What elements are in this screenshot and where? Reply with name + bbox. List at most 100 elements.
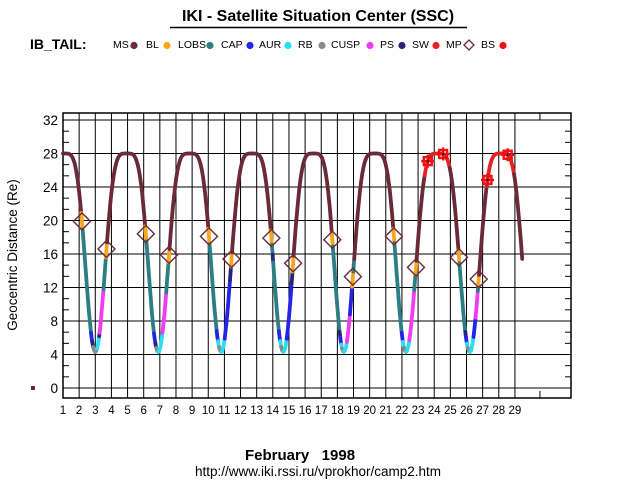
orbit-chart: 1 2 3 4 5 6 7 8 9 10 11 12 13 14 15 16 17 18 19 20 21 22 23 24 2… (31, 112, 572, 417)
dataset-label: IB_TAIL: (30, 36, 87, 52)
x-tick-label: 25 (444, 405, 457, 417)
legend-dot-icon (432, 41, 440, 50)
x-tick-label: 24 (428, 405, 441, 417)
orbit-segment-PS (289, 269, 295, 286)
orbit-segment-AUR (404, 338, 412, 354)
legend-dot-icon (284, 41, 292, 50)
y-tick-label: 4 (50, 348, 58, 363)
legend-dot-icon (206, 41, 214, 50)
legend-item-CUSP: CUSP (331, 39, 374, 51)
orbit-segment-LOBS (144, 239, 156, 336)
orbit-segment-MS (372, 151, 396, 231)
orbit-segment-MS (105, 151, 129, 245)
orbit-segment-BL (268, 228, 274, 247)
x-tick-label: 9 (189, 405, 195, 417)
legend-item-LOBS: LOBS (178, 39, 214, 51)
legend-dot-icon (318, 41, 326, 50)
orbit-segment-AUR (156, 330, 165, 354)
legend-label: RB (298, 39, 313, 51)
legend-item-CAP: CAP (221, 39, 254, 51)
legend-dot-icon (398, 41, 406, 50)
legend-label: CAP (221, 39, 243, 51)
mp-crossing-marker (136, 224, 156, 244)
x-tick-label: 1 (60, 405, 66, 417)
legend-label: BL (146, 39, 159, 51)
legend-item-BL: BL (146, 39, 171, 51)
orbit-segment-BL (290, 253, 296, 274)
mp-crossing-marker (222, 249, 242, 269)
legend-label: AUR (259, 39, 282, 51)
legend: MS BL LOBS CAP AUR RB CUSP PS SW MP BS (113, 39, 507, 51)
orbit-segment-BL (391, 226, 397, 246)
x-tick-label: 29 (509, 405, 522, 417)
x-tick-label: 28 (492, 405, 505, 417)
legend-label: MS (113, 39, 129, 51)
mp-crossing-marker (97, 239, 117, 259)
x-tick-label: 18 (331, 405, 344, 417)
mp-crossing-marker (283, 253, 303, 273)
legend-item-MP: MP (446, 39, 475, 51)
bow-shock-marker (501, 148, 515, 162)
page-title: IKI - Satellite Situation Center (SSC) (182, 8, 454, 25)
orbit-segment-MS (167, 151, 192, 251)
orbit-segment-BL (413, 258, 419, 277)
orbit-segment-MS (447, 165, 461, 253)
x-axis-labels: 1 2 3 4 5 6 7 8 9 10 11 12 13 14 15 16 17 18 19 20 21 22 23 24 2… (60, 405, 522, 417)
x-tick-label: 3 (92, 405, 98, 417)
orbit-curve (61, 151, 525, 354)
orbit-segment-CUSP (473, 288, 480, 320)
mp-crossing-marker (72, 211, 92, 231)
legend-dot-icon (163, 41, 171, 50)
legend-dot-icon (130, 41, 138, 50)
orbit-segment-LOBS (392, 241, 404, 335)
orbit-segment-BL (206, 226, 212, 246)
orbit-segment-MS (311, 151, 334, 236)
y-tick-label: 8 (50, 314, 58, 329)
orbit-segment-LOBS (330, 244, 342, 334)
legend-dot-icon (246, 41, 254, 50)
legend-dot-icon (499, 41, 507, 50)
x-tick-label: 17 (315, 405, 328, 417)
x-tick-label: 16 (299, 405, 312, 417)
orbit-segment-LOBS (271, 260, 281, 334)
y-tick-label: 28 (43, 147, 58, 162)
orbit-segment-LOBS (207, 242, 219, 333)
orbit-segment-AUR (95, 334, 102, 351)
y-tick-label: 0 (50, 381, 58, 396)
x-tick-label: 20 (363, 405, 376, 417)
mp-crossings (72, 211, 489, 289)
x-tick-label: 6 (140, 405, 146, 417)
legend-label: BS (481, 39, 495, 51)
x-tick-label: 27 (476, 405, 489, 417)
orbit-segment-MS (62, 151, 84, 215)
orbit-segment-CAP (284, 281, 294, 341)
orbit-segment-CUSP (160, 290, 169, 335)
orbit-segment-LOBS (412, 272, 418, 292)
mp-crossing-marker (322, 230, 342, 250)
orbit-segment-BL (166, 247, 172, 265)
x-tick-label: 15 (283, 405, 296, 417)
orbit-segment-BL (456, 248, 462, 266)
orbit-segment-LOBS (164, 260, 171, 295)
plot-frame (62, 112, 572, 399)
orbit-segment-BL (104, 240, 109, 260)
orbit-segment-BL (229, 250, 234, 269)
orbit-segment-MS (230, 151, 255, 255)
legend-diamond-icon (463, 39, 475, 51)
orbit-segment-AUR (281, 336, 289, 354)
x-tick-label: 7 (157, 405, 163, 417)
y-axis-title: Geocentric Distance (Re) (5, 179, 20, 331)
x-tick-label: 19 (347, 405, 360, 417)
x-tick-label: 13 (250, 405, 263, 417)
orbit-segment-MS (512, 172, 525, 261)
x-tick-label: 23 (412, 405, 425, 417)
orbit-segment-BL (143, 224, 149, 244)
orbit-segment-AUR (341, 339, 349, 354)
y-tick-label: 32 (43, 113, 58, 128)
footer-url: http://www.iki.rssi.ru/vprokhor/camp2.ht… (195, 464, 441, 479)
x-tick-label: 26 (460, 405, 473, 417)
y-tick-label: 12 (43, 281, 58, 296)
orbit-segment-CUSP (97, 287, 106, 335)
